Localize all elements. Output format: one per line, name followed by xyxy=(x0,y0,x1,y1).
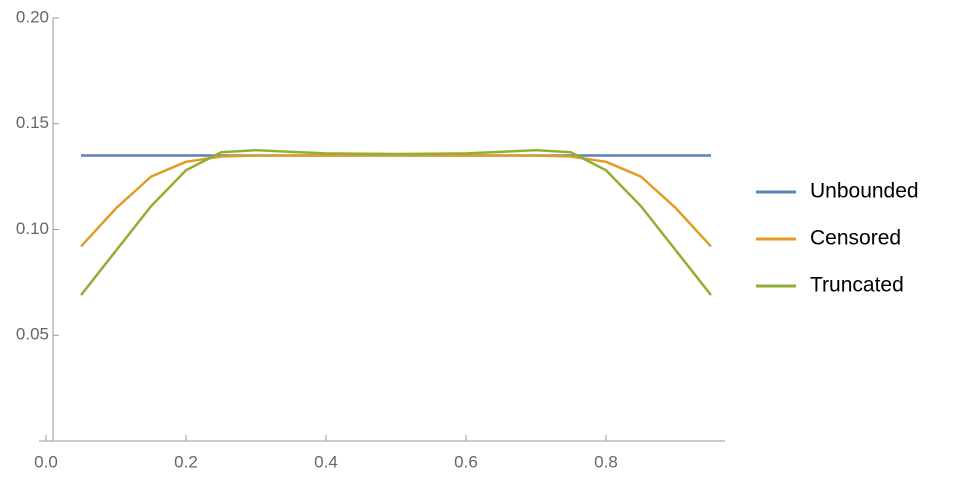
x-tick-label: 0.4 xyxy=(314,452,338,471)
series-line xyxy=(80,148,712,296)
y-tick-label: 0.05 xyxy=(16,325,49,344)
x-tick-label: 0.8 xyxy=(594,452,618,471)
x-tick-label: 0.0 xyxy=(34,452,58,471)
y-tick-label: 0.15 xyxy=(16,113,49,132)
legend-label: Censored xyxy=(810,227,901,250)
y-tick-label: 0.20 xyxy=(16,7,49,26)
legend-label: Unbounded xyxy=(810,180,919,203)
legend-label: Truncated xyxy=(810,274,904,297)
y-tick-label: 0.10 xyxy=(16,219,49,238)
series-line xyxy=(80,154,712,248)
x-tick-label: 0.6 xyxy=(454,452,478,471)
x-tick-label: 0.2 xyxy=(174,452,198,471)
